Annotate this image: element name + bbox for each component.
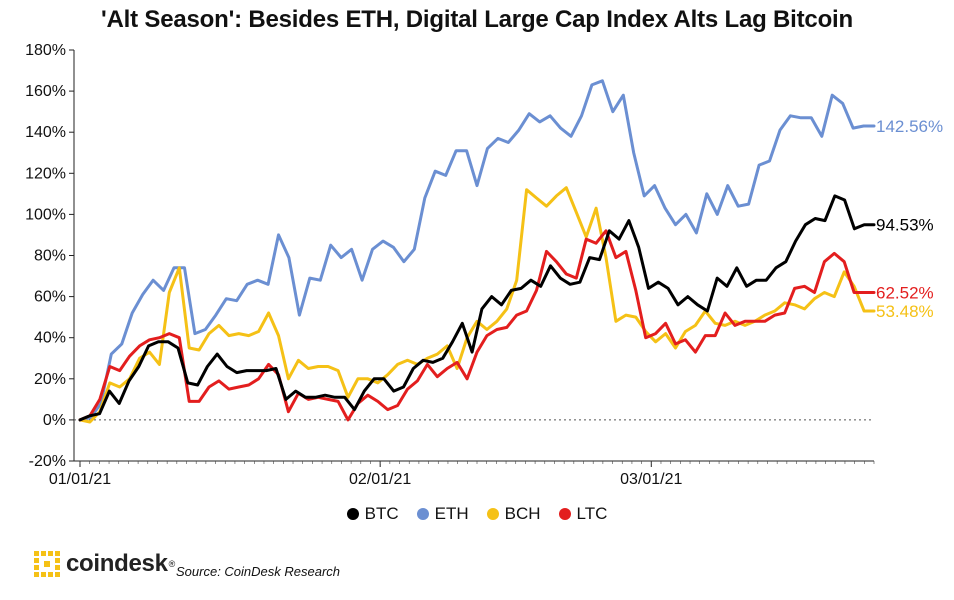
source-note: Source: CoinDesk Research: [176, 564, 341, 579]
legend-label: BCH: [504, 504, 541, 523]
x-tick-label: 02/01/21: [349, 471, 411, 488]
y-tick-label: 100%: [25, 206, 66, 223]
y-axis: -20% 0% 20% 40% 60% 80% 100% 120% 140% 160% 180%: [25, 42, 874, 470]
y-tick-label: 180%: [25, 42, 66, 59]
legend-label: BTC: [364, 504, 399, 523]
line-chart: -20% 0% 20% 40% 60% 80% 100% 120% 140% 160% 180% 0…: [25, 42, 943, 488]
legend-item-bch: BCH: [486, 504, 541, 524]
legend-dot-icon: [558, 508, 571, 520]
y-tick-label: 140%: [25, 124, 66, 141]
y-tick-label: 80%: [34, 248, 66, 265]
y-tick-label: 120%: [25, 165, 66, 182]
y-tick-label: 20%: [34, 371, 66, 388]
legend-dot-icon: [486, 508, 499, 520]
y-tick-label: 40%: [34, 330, 66, 347]
coindesk-logo-icon: [34, 551, 60, 577]
brand-name: coindesk: [66, 550, 168, 577]
legend-item-btc: BTC: [346, 504, 399, 524]
x-tick-label: 01/01/21: [49, 471, 111, 488]
legend-label: ETH: [434, 504, 469, 523]
y-tick-label: 0%: [43, 412, 66, 429]
legend-item-eth: ETH: [416, 504, 469, 524]
series-line-eth: [78, 79, 876, 422]
series-line-ltc: [78, 229, 876, 422]
series-line-bch: [78, 186, 876, 424]
legend-dot-icon: [346, 508, 359, 520]
end-label-eth: 142.56%: [876, 117, 943, 136]
x-tick-label: 03/01/21: [620, 471, 682, 488]
series-line-btc: [78, 194, 876, 422]
legend-label: LTC: [576, 504, 608, 523]
y-tick-label: 160%: [25, 83, 66, 100]
chart-title: 'Alt Season': Besides ETH, Digital Large…: [101, 6, 853, 33]
series-lines: [78, 79, 876, 424]
legend: BTC ETH BCH LTC: [0, 504, 954, 524]
end-label-ltc: 62.52%: [876, 283, 934, 302]
end-labels: 142.56% 94.53% 62.52%53.48%: [876, 117, 943, 321]
brand-registered-mark: ®: [168, 559, 176, 569]
y-tick-label: -20%: [29, 453, 66, 470]
legend-item-ltc: LTC: [558, 504, 608, 524]
x-axis: 01/01/21 02/01/21 03/01/21: [49, 460, 875, 488]
end-label-btc: 94.53%: [876, 216, 934, 235]
coindesk-logo: coindesk ®: [34, 550, 175, 578]
legend-dot-icon: [416, 508, 429, 520]
end-label-bch: 53.48%: [876, 302, 934, 321]
y-tick-label: 60%: [34, 289, 66, 306]
